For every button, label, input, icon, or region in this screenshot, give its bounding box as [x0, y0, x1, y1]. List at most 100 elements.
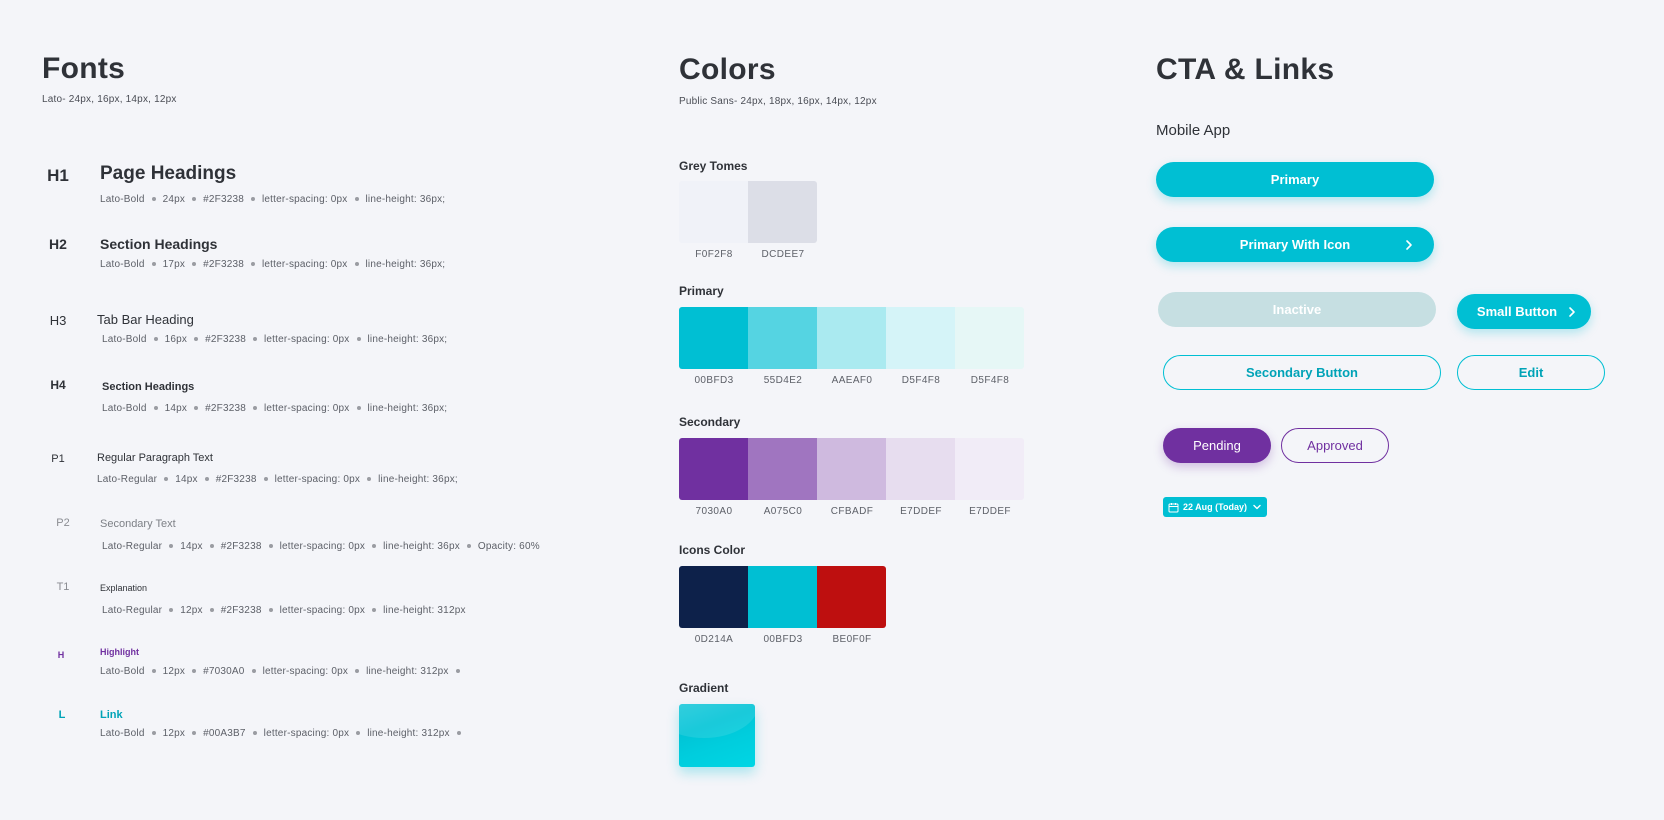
- gradient-label: Gradient: [679, 681, 729, 695]
- tag-link: L: [58, 709, 66, 721]
- swatch-label: 7030A0: [695, 506, 733, 517]
- swatch-label: D5F4F8: [901, 375, 941, 386]
- spec-highlight: Lato-Bold 12px #7030A0 letter-spacing: 0px l…: [100, 666, 467, 677]
- spec-part: #2F3238: [205, 403, 246, 414]
- separator-dot: [355, 669, 360, 674]
- separator-dot: [263, 477, 268, 482]
- spec-part: Lato-Regular: [97, 474, 158, 485]
- color-swatch: [886, 307, 955, 369]
- separator-dot: [268, 608, 273, 613]
- spec-part: letter-spacing: 0px: [264, 334, 350, 345]
- spec-part: Lato-Bold: [100, 194, 145, 205]
- spec-name-highlight: Highlight: [100, 647, 139, 657]
- spec-part: 16px: [164, 334, 188, 345]
- separator-dot: [354, 262, 359, 267]
- spec-part: Lato-Regular: [102, 541, 163, 552]
- approved-button-label: Approved: [1307, 438, 1363, 453]
- swatch-label: 00BFD3: [694, 375, 734, 386]
- swatch-label: 55D4E2: [763, 375, 803, 386]
- spec-t1: Lato-Regular 12px #2F3238 letter-spacing: 0…: [102, 605, 466, 616]
- spec-part: line-height: 36px;: [367, 334, 448, 345]
- primary-button[interactable]: Primary: [1156, 162, 1434, 197]
- separator-dot: [367, 477, 372, 482]
- colors-subtitle: Public Sans- 24px, 18px, 16px, 14px, 12p…: [679, 96, 877, 107]
- tag-h2: H2: [49, 236, 67, 252]
- spec-name-h2: Section Headings: [100, 236, 218, 252]
- separator-dot: [153, 337, 158, 342]
- color-swatch: [886, 438, 955, 500]
- separator-dot: [151, 197, 156, 202]
- spec-link: Lato-Bold 12px #00A3B7 letter-spacing: 0px l…: [100, 728, 468, 739]
- color-swatch: [679, 566, 748, 628]
- separator-dot: [194, 337, 199, 342]
- approved-button[interactable]: Approved: [1281, 428, 1389, 463]
- spec-part: line-height: 312px: [383, 605, 466, 616]
- tag-p1: P1: [51, 453, 65, 465]
- spec-part: line-height: 36px;: [378, 474, 458, 485]
- separator-dot: [204, 477, 209, 482]
- separator-dot: [456, 731, 461, 736]
- secondary-button[interactable]: Secondary Button: [1163, 355, 1441, 390]
- spec-name-p2: Secondary Text: [100, 518, 176, 530]
- fonts-title: Fonts: [42, 52, 126, 85]
- color-swatch: [679, 181, 748, 243]
- spec-part: letter-spacing: 0px: [279, 605, 366, 616]
- separator-dot: [209, 608, 214, 613]
- separator-dot: [192, 669, 197, 674]
- separator-dot: [192, 731, 197, 736]
- spec-name-h3: Tab Bar Heading: [97, 312, 194, 327]
- spec-part: 14px: [180, 541, 203, 552]
- edit-button-label: Edit: [1518, 365, 1544, 380]
- spec-name-h4: Section Headings: [102, 381, 195, 393]
- edit-button[interactable]: Edit: [1457, 355, 1605, 390]
- pending-button[interactable]: Pending: [1163, 428, 1271, 463]
- spec-name-h1: Page Headings: [100, 163, 237, 184]
- small-button[interactable]: Small Button: [1457, 294, 1591, 329]
- calendar-icon: [1168, 502, 1179, 512]
- color-swatch: [679, 438, 748, 500]
- color-swatch: [817, 438, 886, 500]
- spec-h1: Lato-Bold 24px #2F3238 letter-spacing: 0px l…: [100, 194, 445, 205]
- spec-part: Lato-Bold: [102, 334, 147, 345]
- color-swatch: [955, 307, 1024, 369]
- spec-part: Lato-Bold: [100, 728, 145, 739]
- swatch-label: F0F2F8: [695, 249, 733, 260]
- date-picker[interactable]: 22 Aug (Today): [1163, 497, 1267, 517]
- spec-part: Lato-Bold: [100, 666, 145, 677]
- spec-p1: Lato-Regular 14px #2F3238 letter-spacing: 0…: [97, 474, 458, 485]
- primary-label: Primary: [679, 284, 724, 298]
- swatch-label: 00BFD3: [763, 634, 803, 645]
- separator-dot: [164, 477, 169, 482]
- gradient-swatch: [679, 704, 755, 767]
- spec-part: 17px: [162, 259, 186, 270]
- spec-name-p1: Regular Paragraph Text: [97, 452, 213, 464]
- separator-dot: [153, 406, 158, 411]
- colors-title: Colors: [679, 53, 776, 86]
- tag-h3: H3: [49, 313, 67, 328]
- grey-tones-label: Grey Tomes: [679, 159, 748, 173]
- spec-part: letter-spacing: 0px: [263, 728, 350, 739]
- separator-dot: [194, 406, 199, 411]
- color-swatch: [748, 307, 817, 369]
- separator-dot: [169, 544, 174, 549]
- primary-with-icon-button[interactable]: Primary With Icon: [1156, 227, 1434, 262]
- separator-dot: [466, 544, 471, 549]
- secondary-button-label: Secondary Button: [1246, 365, 1358, 380]
- inactive-button: Inactive: [1158, 292, 1436, 327]
- swatch-label: E7DDEF: [900, 506, 942, 517]
- spec-p2: Lato-Regular 14px #2F3238 letter-spacing: 0…: [102, 541, 540, 552]
- separator-dot: [251, 669, 256, 674]
- color-swatch: [748, 566, 817, 628]
- spec-part: letter-spacing: 0px: [262, 194, 348, 205]
- spec-part: Lato-Regular: [102, 605, 163, 616]
- color-swatch: [817, 307, 886, 369]
- fonts-subtitle: Lato- 24px, 16px, 14px, 12px: [42, 94, 177, 105]
- separator-dot: [356, 731, 361, 736]
- separator-dot: [253, 406, 257, 411]
- date-picker-label: 22 Aug (Today): [1183, 502, 1248, 512]
- swatch-label: DCDEE7: [761, 249, 805, 260]
- link-sample[interactable]: Link: [100, 709, 123, 721]
- chevron-right-icon: [1406, 239, 1412, 250]
- swatch-label: CFBADF: [830, 506, 874, 517]
- tag-highlight: H: [57, 650, 65, 660]
